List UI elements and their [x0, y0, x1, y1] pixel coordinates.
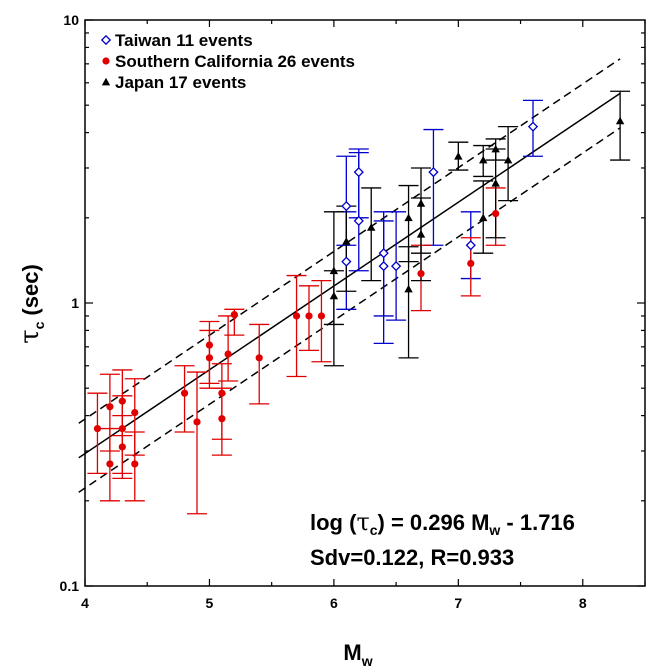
point-japan-8 — [454, 152, 463, 160]
point-socal-10 — [205, 341, 214, 349]
error-bars — [87, 90, 631, 515]
point-japan-6 — [416, 199, 426, 207]
point-japan-1 — [329, 266, 339, 275]
errorbar-japan-13 — [498, 125, 519, 202]
point-socal-19 — [317, 312, 326, 320]
errorbar-socal-14 — [218, 315, 239, 382]
y-axis-title: τc(sec) — [15, 264, 47, 344]
errorbar-japan-7 — [411, 197, 431, 282]
regression-line — [78, 92, 621, 459]
point-socal-9 — [193, 418, 201, 426]
errorbar-taiwan-5 — [373, 220, 394, 345]
point-japan-2 — [342, 237, 351, 245]
point-socal-2 — [106, 460, 114, 468]
point-socal-13 — [218, 389, 226, 397]
point-japan-10 — [479, 213, 488, 222]
errorbar-socal-0 — [87, 392, 108, 475]
point-socal-0 — [93, 424, 102, 433]
point-socal-7 — [131, 460, 139, 468]
errorbar-socal-9 — [187, 371, 207, 515]
legend-marker-2 — [101, 77, 111, 86]
point-socal-4 — [118, 424, 126, 433]
point-socal-6 — [131, 408, 139, 417]
x-tick-label: 5 — [206, 595, 214, 611]
legend-marker-0 — [100, 34, 112, 46]
point-japan-5 — [404, 213, 413, 222]
point-socal-21 — [467, 259, 475, 268]
errorbar-taiwan-7 — [423, 128, 444, 246]
point-taiwan-1 — [341, 256, 352, 267]
errorbar-socal-17 — [286, 274, 307, 378]
fit-equation: log (τc) = 0.296 Mw - 1.716 — [310, 508, 575, 538]
point-japan-0 — [329, 291, 339, 300]
point-socal-16 — [255, 354, 263, 362]
point-socal-11 — [205, 354, 214, 362]
x-axis-title: Mw — [343, 640, 372, 669]
tick-labels: 4 5 6 7 8 0.1 1 10 — [60, 12, 587, 611]
axes — [84, 19, 646, 587]
point-taiwan-3 — [353, 215, 364, 227]
legend-label-1: Southern California 26 events — [115, 52, 355, 71]
point-socal-1 — [106, 403, 114, 411]
y-tick-label: 10 — [63, 12, 79, 28]
point-japan-11 — [491, 144, 500, 153]
errorbar-socal-16 — [249, 323, 270, 405]
legend-marker-1 — [102, 57, 110, 65]
point-japan-9 — [479, 155, 488, 164]
point-japan-12 — [491, 179, 500, 187]
y-tick-label: 0.1 — [60, 578, 80, 594]
point-taiwan-7 — [428, 167, 439, 178]
legend-label-0: Taiwan 11 events — [115, 31, 253, 50]
point-japan-4 — [404, 284, 413, 293]
point-socal-20 — [417, 270, 425, 278]
point-taiwan-9 — [527, 121, 539, 132]
errorbar-japan-1 — [323, 211, 344, 367]
point-socal-18 — [305, 312, 313, 320]
errorbar-japan-14 — [610, 90, 631, 161]
errorbar-japan-12 — [485, 148, 506, 239]
errorbar-socal-19 — [311, 279, 332, 363]
point-socal-22 — [492, 209, 500, 218]
point-japan-13 — [503, 155, 513, 164]
x-tick-label: 7 — [454, 595, 462, 611]
point-socal-5 — [118, 443, 126, 451]
lower-bound-line — [78, 127, 621, 493]
errorbar-japan-4 — [398, 246, 419, 359]
point-taiwan-0 — [341, 200, 352, 212]
plot-frame — [84, 19, 646, 587]
point-taiwan-6 — [390, 260, 402, 272]
point-socal-17 — [292, 312, 301, 320]
point-socal-15 — [230, 310, 238, 319]
errorbar-socal-8 — [174, 365, 195, 433]
point-taiwan-4 — [378, 248, 389, 259]
upper-bound-line — [78, 58, 621, 424]
point-socal-3 — [118, 397, 126, 405]
legend: Taiwan 11 events Southern California 26 e… — [100, 31, 355, 92]
point-taiwan-2 — [353, 167, 364, 178]
point-japan-7 — [416, 230, 426, 238]
x-tick-label: 4 — [81, 595, 89, 611]
point-socal-12 — [218, 415, 226, 423]
errorbar-japan-5 — [398, 184, 419, 263]
data-points — [93, 116, 625, 468]
fit-statistics: Sdv=0.122, R=0.933 — [310, 545, 514, 570]
fit-lines — [78, 58, 621, 493]
point-taiwan-5 — [378, 260, 389, 272]
point-taiwan-8 — [465, 240, 476, 251]
point-japan-14 — [615, 116, 625, 125]
point-socal-8 — [180, 389, 189, 397]
x-tick-label: 6 — [330, 595, 338, 611]
errorbar-japan-3 — [361, 187, 382, 282]
point-socal-14 — [224, 350, 232, 358]
y-tick-label: 1 — [71, 295, 79, 311]
legend-label-2: Japan 17 events — [115, 73, 246, 92]
x-tick-label: 8 — [579, 595, 587, 611]
point-japan-3 — [367, 223, 376, 231]
